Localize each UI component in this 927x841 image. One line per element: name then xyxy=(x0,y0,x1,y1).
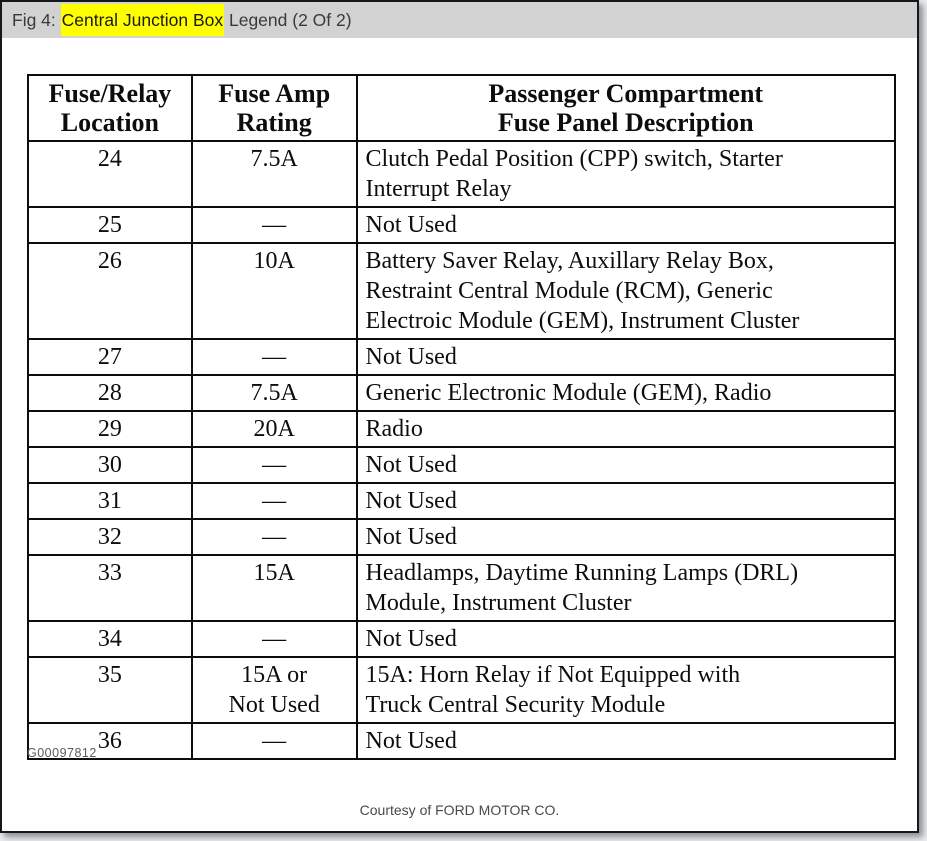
fuse-location-cell: 32 xyxy=(27,518,193,556)
fuse-location-cell: 29 xyxy=(27,410,193,448)
fuse-description-cell: Not Used xyxy=(355,620,896,658)
fuse-rating-cell: 7.5A xyxy=(190,374,358,412)
fuse-location-cell: 26 xyxy=(27,242,193,340)
fuse-rating-cell: — xyxy=(190,446,358,484)
table-row: 26 10A Battery Saver Relay, Auxillary Rela… xyxy=(27,242,896,340)
fuse-table-body: 24 7.5A Clutch Pedal Position (CPP) switch… xyxy=(27,140,896,760)
fuse-description-cell: Clutch Pedal Position (CPP) switch, Star… xyxy=(355,140,896,208)
table-row: 29 20A Radio xyxy=(27,410,896,448)
fuse-rating-cell: — xyxy=(190,722,358,760)
fuse-rating-cell: — xyxy=(190,482,358,520)
fuse-location-cell: 28 xyxy=(27,374,193,412)
fuse-description-cell: Not Used xyxy=(355,482,896,520)
table-row: 32— Not Used xyxy=(27,518,896,556)
fuse-description-cell: Generic Electronic Module (GEM), Radio xyxy=(355,374,896,412)
figure-id: G00097812 xyxy=(27,746,97,760)
table-row: 36— Not Used xyxy=(27,722,896,760)
fuse-location-cell: 33 xyxy=(27,554,193,622)
column-header-description: Passenger Compartment Fuse Panel Descrip… xyxy=(355,74,896,142)
table-row: 34— Not Used xyxy=(27,620,896,658)
fuse-description-cell: Not Used xyxy=(355,518,896,556)
fuse-rating-cell: — xyxy=(190,518,358,556)
fuse-location-cell: 36 xyxy=(27,722,193,760)
header-row: Fuse/Relay Location Fuse Amp Rating Pass… xyxy=(27,74,896,142)
fuse-description-cell: Headlamps, Daytime Running Lamps (DRL) M… xyxy=(355,554,896,622)
header-rating-line2: Rating xyxy=(236,108,312,137)
header-location-line1: Fuse/Relay xyxy=(48,79,172,108)
fuse-table-header: Fuse/Relay Location Fuse Amp Rating Pass… xyxy=(27,74,896,142)
header-rating-line1: Fuse Amp xyxy=(218,79,331,108)
column-header-rating: Fuse Amp Rating xyxy=(190,74,358,142)
fuse-rating-cell: 15A or Not Used xyxy=(190,656,358,724)
fuse-rating-cell: — xyxy=(190,206,358,244)
fuse-location-cell: 24 xyxy=(27,140,193,208)
table-row: 27— Not Used xyxy=(27,338,896,376)
fuse-location-cell: 30 xyxy=(27,446,193,484)
table-row: 31— Not Used xyxy=(27,482,896,520)
fuse-location-cell: 27 xyxy=(27,338,193,376)
fuse-rating-cell: 10A xyxy=(190,242,358,340)
figure-caption-suffix: Legend (2 Of 2) xyxy=(224,10,352,30)
fuse-description-cell: Not Used xyxy=(355,206,896,244)
table-row: 30— Not Used xyxy=(27,446,896,484)
column-header-location: Fuse/Relay Location xyxy=(27,74,193,142)
fuse-location-cell: 34 xyxy=(27,620,193,658)
fuse-location-cell: 35 xyxy=(27,656,193,724)
highlighted-search-term: Central Junction Box xyxy=(60,4,225,36)
fuse-rating-cell: 15A xyxy=(190,554,358,622)
fuse-description-cell: Not Used xyxy=(355,446,896,484)
fuse-description-cell: Not Used xyxy=(355,338,896,376)
fuse-rating-cell: 7.5A xyxy=(190,140,358,208)
header-description-line2: Fuse Panel Description xyxy=(497,108,754,137)
header-description-line1: Passenger Compartment xyxy=(488,79,764,108)
fuse-rating-cell: — xyxy=(190,620,358,658)
fuse-legend-table: Fuse/Relay Location Fuse Amp Rating Pass… xyxy=(27,74,896,760)
fuse-location-cell: 31 xyxy=(27,482,193,520)
table-row: 28 7.5A Generic Electronic Module (GEM), R… xyxy=(27,374,896,412)
fuse-location-cell: 25 xyxy=(27,206,193,244)
figure-caption-prefix: Fig 4: xyxy=(12,10,61,30)
fuse-rating-cell: 20A xyxy=(190,410,358,448)
table-row: 35 15A or Not Used 15A: Horn Relay if Not … xyxy=(27,656,896,724)
table-row: 24 7.5A Clutch Pedal Position (CPP) switch… xyxy=(27,140,896,208)
header-location-line2: Location xyxy=(60,108,160,137)
table-row: 33 15A Headlamps, Daytime Running Lamps (D… xyxy=(27,554,896,622)
fuse-description-cell: 15A: Horn Relay if Not Equipped with Tru… xyxy=(355,656,896,724)
fuse-description-cell: Battery Saver Relay, Auxillary Relay Box… xyxy=(355,242,896,340)
courtesy-line: Courtesy of FORD MOTOR CO. xyxy=(359,802,560,818)
figure-caption-bar: Fig 4: Central Junction Box Legend (2 Of… xyxy=(2,2,917,38)
fuse-description-cell: Radio xyxy=(355,410,896,448)
fuse-rating-cell: — xyxy=(190,338,358,376)
fuse-description-cell: Not Used xyxy=(355,722,896,760)
table-row: 25— Not Used xyxy=(27,206,896,244)
